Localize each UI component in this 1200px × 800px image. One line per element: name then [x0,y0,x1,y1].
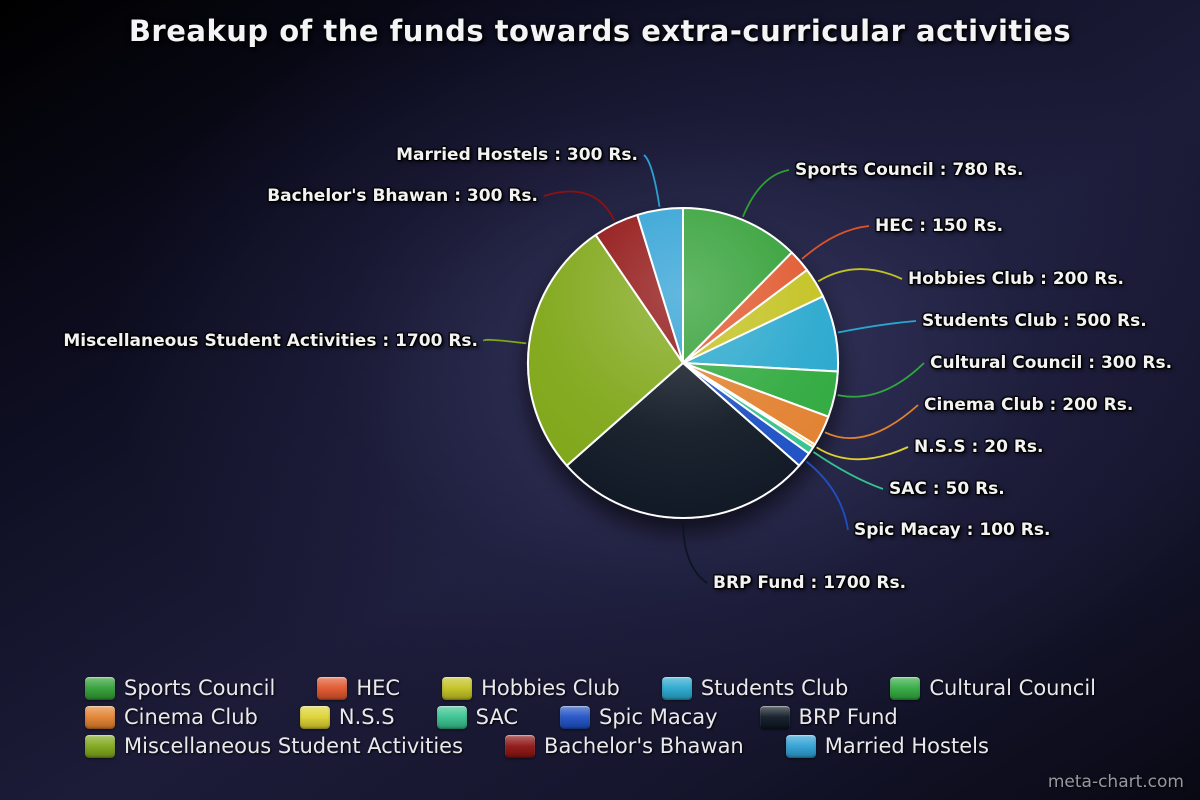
legend-item-students-club: Students Club [661,676,849,700]
legend-label: Students Club [700,676,849,700]
legend-swatch-sac [436,705,467,729]
legend-row: Miscellaneous Student Activities Bachelor… [85,734,1096,758]
legend-swatch-married-hostels [785,734,816,758]
chart-title: Breakup of the funds towards extra-curri… [128,14,1072,48]
legend-item-miscellaneous-student-activities: Miscellaneous Student Activities [85,734,463,758]
legend-item-married-hostels: Married Hostels [785,734,989,758]
legend-item-sports-council: Sports Council [85,676,275,700]
legend-item-spic-macay: Spic Macay [560,705,718,729]
legend-item-cinema-club: Cinema Club [85,705,258,729]
watermark-text: meta-chart.com [1047,772,1184,792]
legend-swatch-miscellaneous-student-activities [85,734,115,758]
legend-swatch-cultural-council [890,676,921,700]
leader-line-hobbies-club [817,268,903,283]
leader-line-miscellaneous-student-activities [483,338,527,345]
legend-swatch-cinema-club [85,705,115,729]
legend-item-bachelor-s-bhawan: Bachelor's Bhawan [505,734,744,758]
legend-swatch-brp-fund [759,705,790,729]
legend-swatch-spic-macay [560,705,590,729]
leader-line-cinema-club [824,404,919,439]
leader-line-cultural-council [837,362,925,398]
legend-swatch-bachelor-s-bhawan [505,734,536,758]
legend-item-hobbies-club: Hobbies Club [442,676,620,700]
legend-item-cultural-council: Cultural Council [890,676,1096,700]
legend-label: Miscellaneous Student Activities [124,734,464,758]
legend-label: Cinema Club [124,705,258,729]
legend-item-hec: HEC [317,676,400,700]
leader-line-n-s-s [816,446,909,461]
legend-label: Bachelor's Bhawan [544,734,744,758]
legend-item-brp-fund: BRP Fund [759,705,898,729]
legend-swatch-hobbies-club [442,676,473,700]
leader-line-sports-council [742,169,790,218]
legend-swatch-n-s-s [299,705,330,729]
leader-line-married-hostels [643,154,661,207]
legend-label: N.S.S [338,705,395,729]
legend-row: Sports Council HEC Hobbies Club Students Cl… [85,676,1096,700]
legend-swatch-hec [317,676,348,700]
legend-row: Cinema Club N.S.S SAC Spic Macay BRP Fund [85,705,1096,729]
legend-label: Sports Council [124,676,276,700]
legend-label: BRP Fund [798,705,898,729]
legend-label: Spic Macay [599,705,718,729]
leader-line-hec [801,225,870,260]
leader-line-spic-macay [805,460,849,531]
legend-item-sac: SAC [436,705,518,729]
legend-swatch-sports-council [85,676,115,700]
legend-label: HEC [356,676,401,700]
leader-line-students-club [837,320,917,334]
legend-label: Married Hostels [824,734,989,758]
leader-line-bachelor-s-bhawan [543,190,616,221]
legend-label: Hobbies Club [481,676,620,700]
leader-line-brp-fund [682,520,708,584]
legend-swatch-students-club [661,676,692,700]
legend-item-n-s-s: N.S.S [299,705,395,729]
leader-line-sac [812,451,884,490]
legend: Sports Council HEC Hobbies Club Students Cl… [85,676,1096,763]
legend-label: SAC [475,705,518,729]
legend-label: Cultural Council [929,676,1097,700]
